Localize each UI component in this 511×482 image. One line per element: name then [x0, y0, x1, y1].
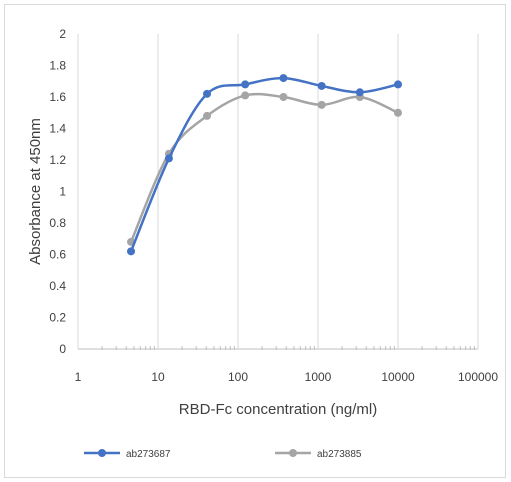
- x-tick-label: 1: [75, 370, 82, 384]
- y-tick-label: 1.8: [49, 59, 66, 73]
- y-tick-label: 1.6: [49, 90, 66, 104]
- legend-label-ab273885: ab273885: [317, 449, 362, 460]
- y-tick-label: 1.4: [49, 122, 66, 136]
- x-axis-title: RBD-Fc concentration (ng/ml): [179, 401, 377, 418]
- data-point-ab273885: [203, 111, 212, 120]
- legend-marker-ab273885: [289, 449, 297, 457]
- data-point-ab273885: [317, 100, 326, 109]
- data-point-ab273687: [127, 247, 136, 256]
- y-tick-label: 1.2: [49, 153, 66, 167]
- x-tick-label: 10: [151, 370, 165, 384]
- data-point-ab273687: [317, 81, 326, 90]
- data-point-ab273885: [394, 108, 402, 117]
- y-tick-label: 0: [59, 342, 66, 356]
- data-point-ab273687: [279, 74, 288, 83]
- y-tick-label: 0.8: [49, 216, 66, 230]
- data-point-ab273687: [355, 88, 364, 97]
- x-tick-label: 1000: [305, 370, 332, 384]
- data-point-ab273885: [241, 91, 250, 100]
- x-tick-label: 10000: [381, 370, 415, 384]
- y-tick-label: 0.4: [49, 279, 66, 293]
- legend-marker-ab273687: [98, 449, 106, 457]
- series-line-ab273687: [129, 76, 400, 253]
- legend-label-ab273687: ab273687: [126, 449, 171, 460]
- series-line-ab273885: [129, 92, 400, 244]
- legend: ab273687 ab273885: [84, 449, 362, 460]
- grid-layer: [77, 34, 479, 349]
- axis-layer: [78, 346, 478, 350]
- x-tick-label: 100000: [458, 370, 498, 384]
- y-tick-label: 0.6: [49, 248, 66, 262]
- data-point-ab273687: [241, 80, 250, 89]
- data-point-ab273687: [203, 89, 212, 98]
- data-point-ab273687: [394, 80, 402, 89]
- data-point-ab273885: [279, 93, 288, 101]
- data-point-ab273687: [164, 154, 173, 163]
- y-tick-label: 0.2: [49, 311, 66, 325]
- series-layer: [127, 74, 402, 256]
- y-tick-label: 1: [59, 185, 66, 199]
- label-layer: 1 10 100 1000 10000 100000 0 0.2 0.4 0.6 0.8 1 1.2 1.…: [49, 27, 498, 384]
- y-axis-title: Absorbance at 450nm: [27, 118, 44, 265]
- y-tick-label: 2: [59, 27, 66, 41]
- x-tick-label: 100: [228, 370, 248, 384]
